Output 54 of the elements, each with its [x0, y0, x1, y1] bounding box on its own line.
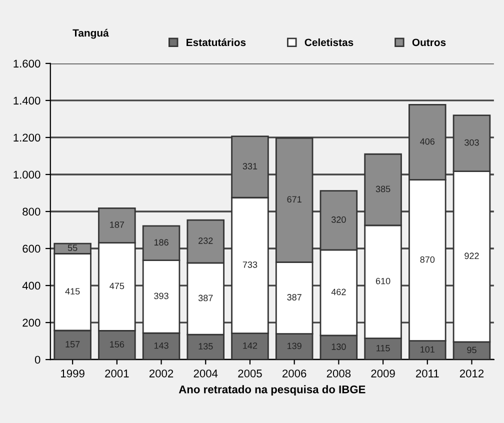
x-tick-label: 2002 [149, 370, 174, 378]
data-label: 671 [287, 196, 302, 203]
legend-label: Outros [412, 38, 446, 46]
data-label: 139 [287, 342, 302, 350]
y-tick-label: 200 [22, 318, 40, 327]
data-label: 95 [467, 346, 476, 354]
y-tick-label: 1.400 [14, 96, 40, 105]
y-tick-label: 1.000 [14, 170, 40, 179]
data-label: 393 [154, 292, 168, 300]
data-label: 303 [464, 139, 479, 146]
data-label: 232 [198, 238, 213, 244]
data-label: 610 [376, 278, 390, 284]
data-label: 115 [376, 345, 390, 352]
data-label: 186 [154, 239, 168, 246]
data-label: 387 [198, 294, 213, 302]
data-label: 922 [464, 252, 479, 260]
x-tick-label: 2008 [326, 370, 351, 378]
x-tick-label: 2011 [416, 370, 439, 378]
y-tick-label: 0 [34, 356, 40, 364]
x-tick-label: 2001 [105, 370, 129, 378]
data-label: 331 [242, 163, 258, 170]
y-tick-label: 1.200 [14, 134, 40, 142]
data-label: 387 [287, 294, 302, 300]
data-label: 733 [242, 261, 258, 268]
data-label: 143 [154, 342, 168, 349]
x-tick-label: 2012 [460, 370, 484, 378]
data-label: 385 [376, 186, 390, 192]
x-tick-label: 1999 [61, 370, 84, 378]
x-tick-label: 2004 [194, 370, 218, 378]
x-axis-title: Ano retratado na pesquisa do IBGE [178, 385, 366, 396]
data-label: 415 [65, 288, 80, 295]
data-label: 101 [420, 346, 434, 353]
data-label: 55 [68, 244, 78, 252]
data-label: 135 [198, 343, 213, 350]
data-label: 130 [332, 344, 346, 350]
y-tick-label: 1.600 [14, 60, 40, 68]
y-tick-label: 800 [22, 208, 40, 216]
data-label: 156 [110, 341, 124, 348]
legend-title: Tanguá [72, 28, 109, 39]
x-tick-label: 2009 [371, 370, 395, 378]
data-label: 320 [332, 216, 346, 223]
y-tick-label: 400 [22, 282, 40, 290]
data-label: 462 [331, 288, 346, 296]
data-label: 187 [110, 222, 124, 228]
legend-label: Celetistas [304, 38, 354, 46]
x-tick-label: 2005 [238, 370, 262, 378]
data-label: 157 [66, 341, 80, 348]
x-tick-label: 2006 [282, 370, 306, 378]
data-label: 475 [110, 282, 124, 290]
data-label: 142 [243, 342, 258, 349]
data-label: 406 [420, 138, 435, 145]
y-tick-label: 600 [22, 244, 40, 253]
data-label: 870 [420, 256, 435, 263]
legend-label: Estatutários [186, 38, 246, 46]
